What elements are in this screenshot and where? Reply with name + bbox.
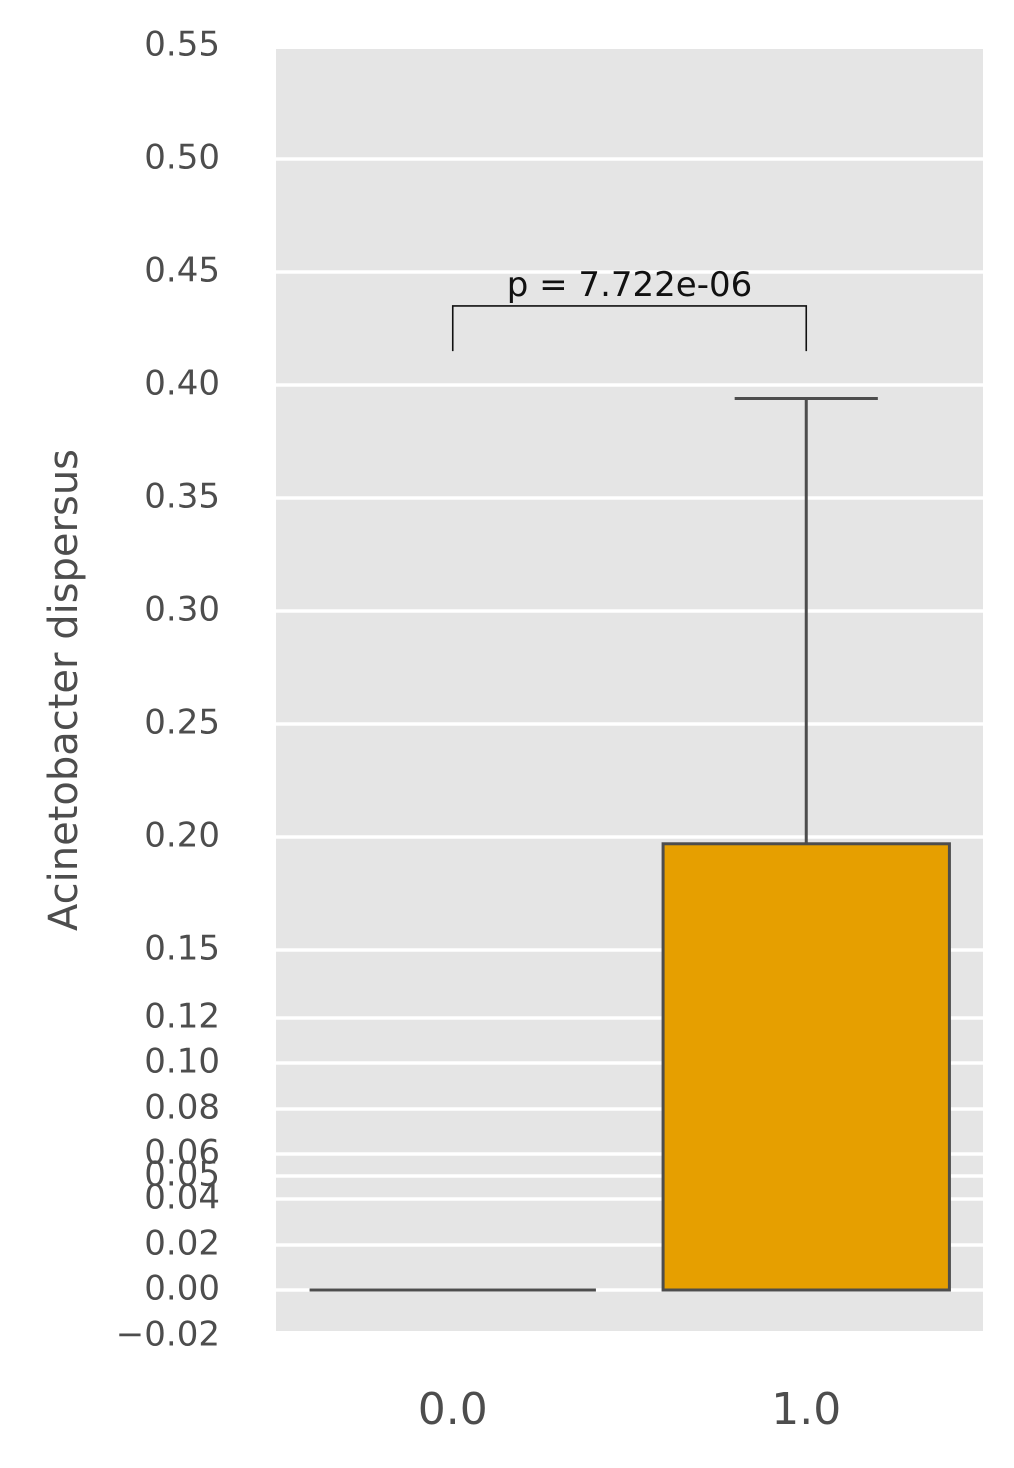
grid-lines	[276, 157, 983, 1292]
y-tick-label: 0.05	[144, 1155, 220, 1195]
y-tick-label: 0.30	[144, 590, 220, 630]
annotations: p = 7.722e-06	[451, 265, 808, 352]
y-tick-label: 0.40	[144, 364, 220, 404]
y-tick-label: 0.12	[144, 997, 220, 1037]
box-iqr	[661, 842, 951, 1292]
box-1.0	[661, 397, 951, 1292]
x-axis-ticks: 0.0 1.0	[418, 1384, 841, 1435]
y-tick-label: 0.45	[144, 251, 220, 291]
y-axis-label: Acinetobacter dispersus	[41, 449, 87, 931]
y-tick-label: 0.25	[144, 703, 220, 743]
y-tick-label: 0.20	[144, 816, 220, 856]
y-tick-label: 0.35	[144, 477, 220, 517]
y-tick-label: 0.00	[144, 1269, 220, 1309]
x-tick-label: 1.0	[771, 1384, 841, 1435]
y-tick-label: 0.10	[144, 1042, 220, 1082]
x-tick-label: 0.0	[418, 1384, 488, 1435]
y-tick-label: 0.50	[144, 138, 220, 178]
y-axis-ticks: −0.02 0.00 0.02 0.040.050.06 0.08 0.10 0.12 0.1…	[116, 25, 220, 1355]
significance-bracket	[451, 305, 808, 352]
y-tick-label: 0.02	[144, 1224, 220, 1264]
p-value-label: p = 7.722e-06	[507, 265, 752, 305]
y-tick-label: −0.02	[116, 1315, 220, 1355]
y-tick-label: 0.08	[144, 1088, 220, 1128]
boxes	[309, 397, 951, 1292]
y-tick-label: 0.06	[144, 1133, 220, 1173]
y-tick-label: 0.55	[144, 25, 220, 65]
y-tick-label: 0.15	[144, 929, 220, 969]
y-tick-label: 0.04	[144, 1178, 220, 1218]
